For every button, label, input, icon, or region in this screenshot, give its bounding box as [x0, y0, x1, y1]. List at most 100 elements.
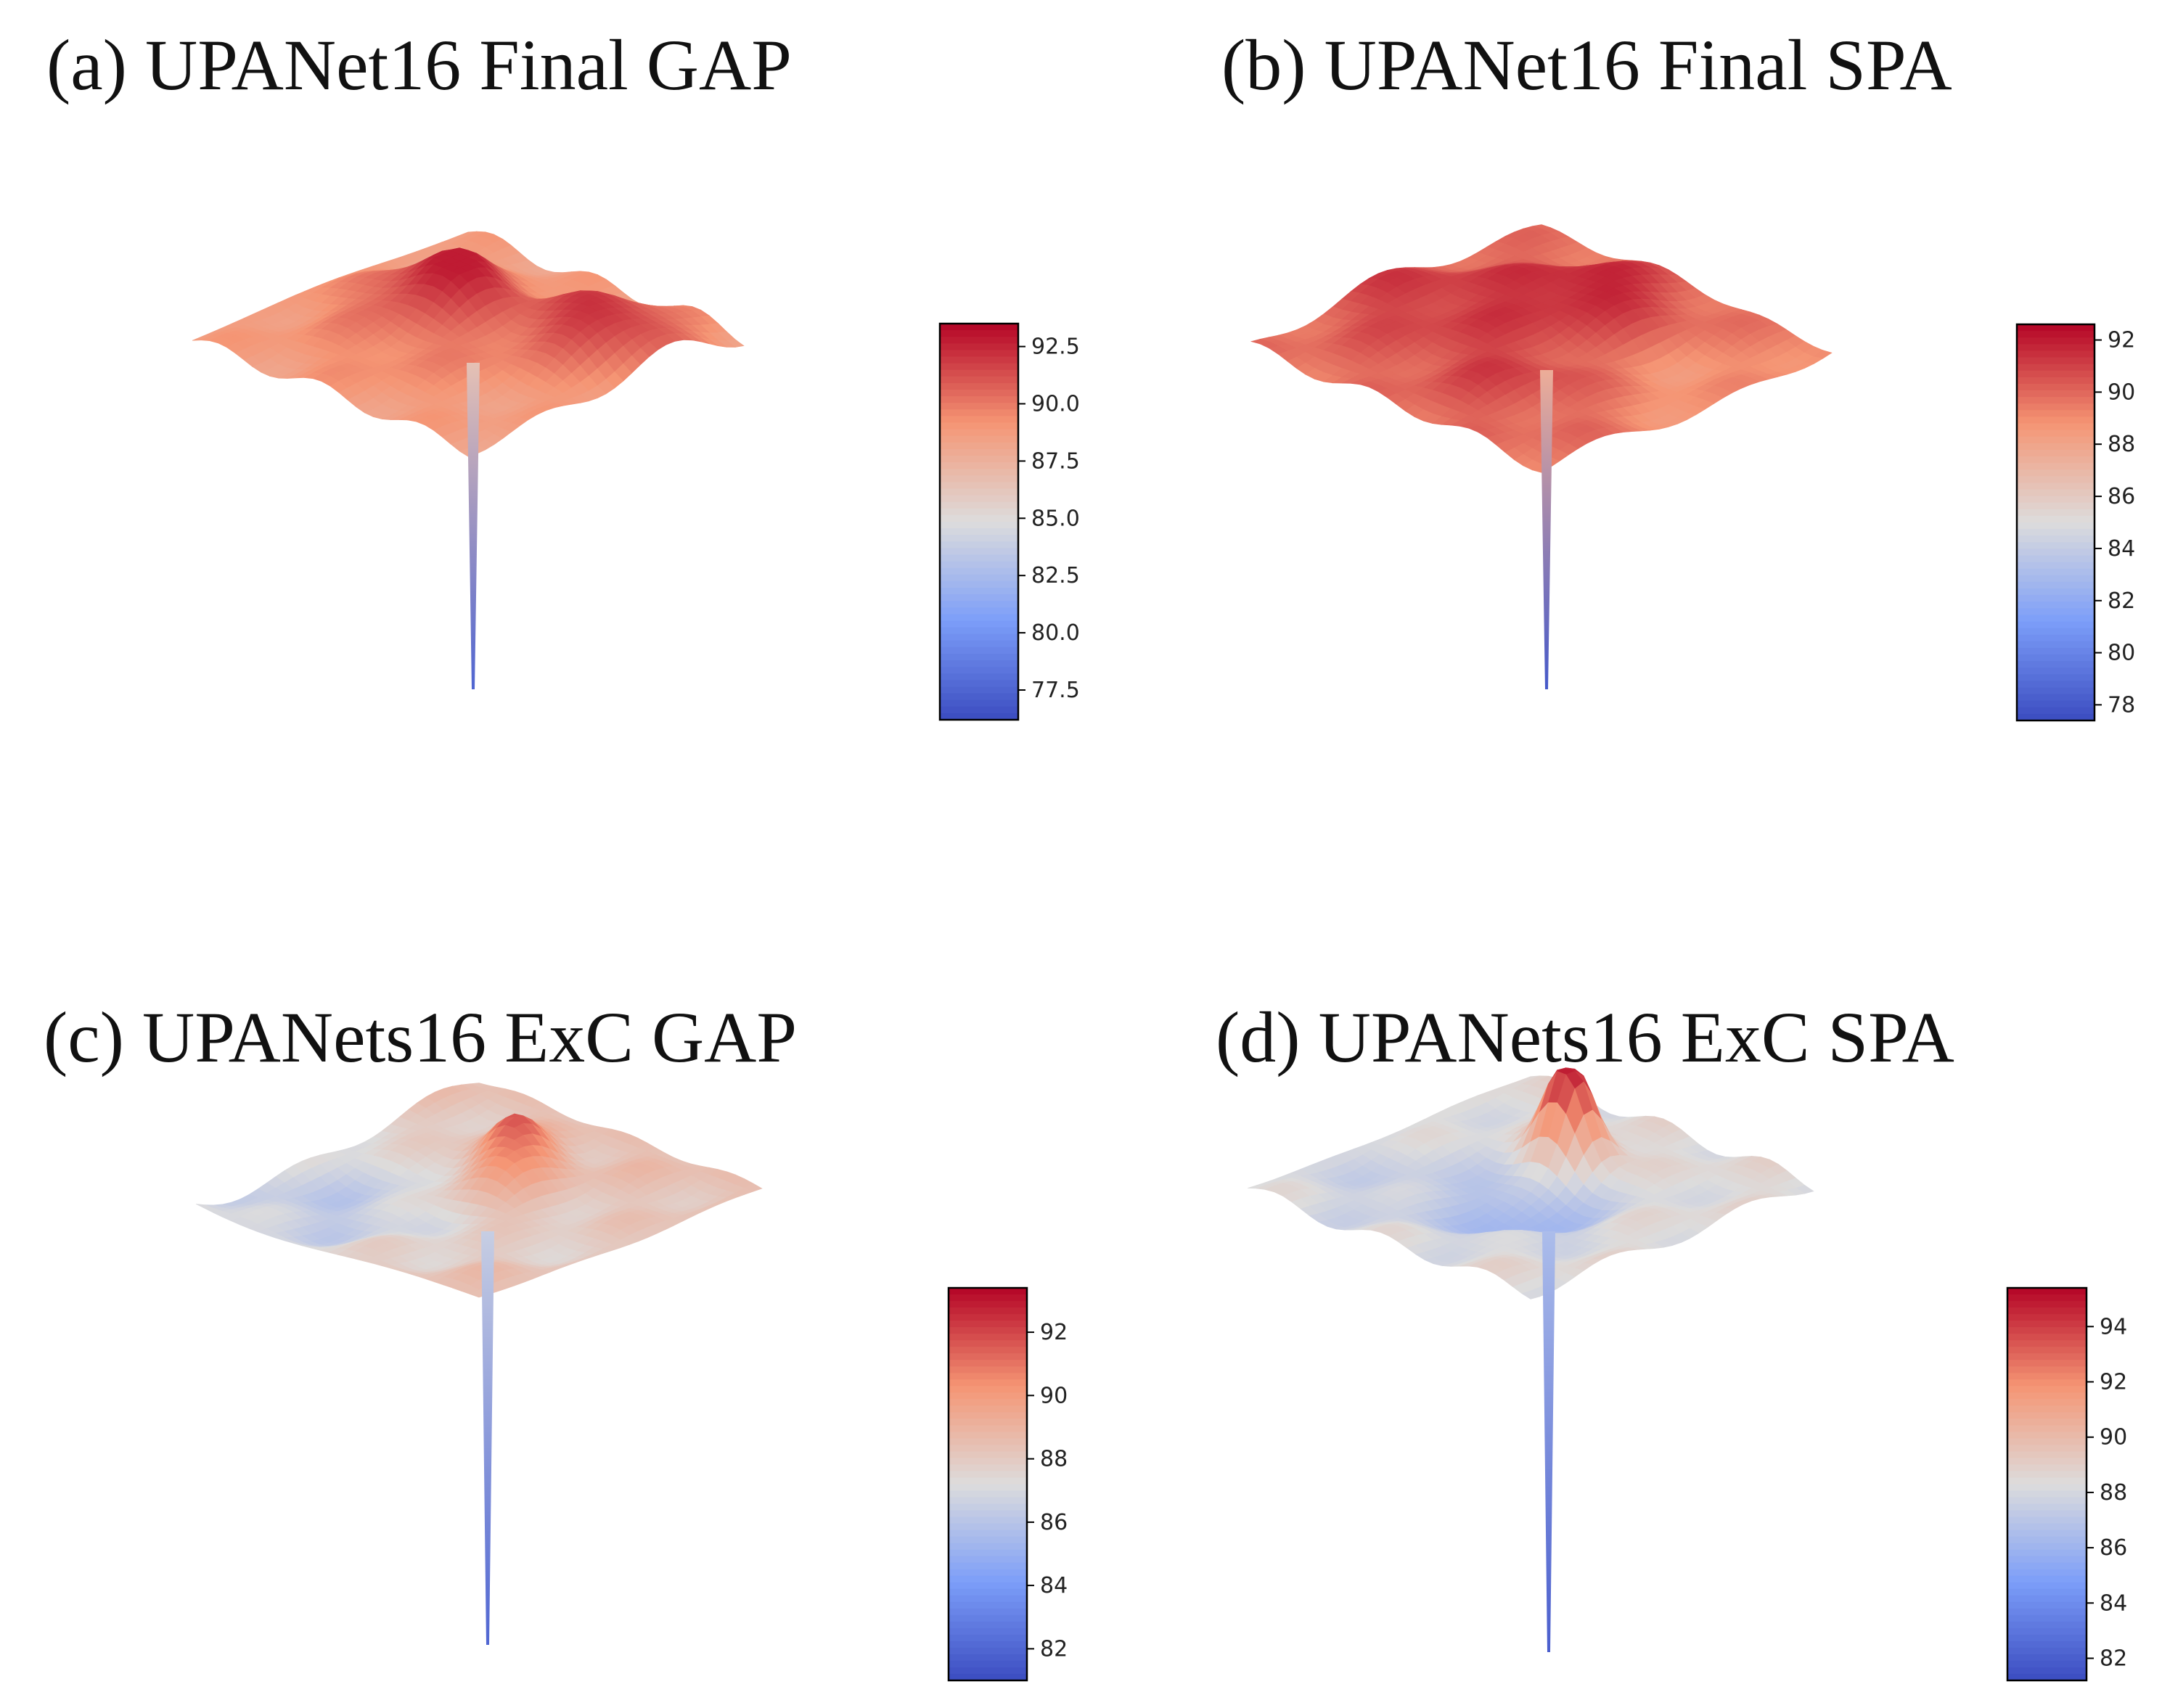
colorbar-segment	[2007, 1634, 2087, 1642]
colorbar-segment	[2017, 535, 2095, 543]
colorbar-segment	[2017, 410, 2095, 418]
surface-plot-b: 78 80 82 84 86 88 90 92	[1250, 224, 2135, 722]
colorbar-tick-label: 92	[2108, 328, 2135, 353]
panel-title: (b) UPANet16 Final SPA	[1221, 25, 1952, 105]
colorbar-segment	[2017, 416, 2095, 424]
colorbar-segment	[940, 673, 1018, 681]
colorbar-segment	[2007, 1392, 2087, 1400]
colorbar-segment	[949, 1445, 1027, 1453]
colorbar-segment	[2007, 1614, 2087, 1622]
colorbar-tick-label: 86	[2108, 484, 2135, 509]
colorbar-segment	[949, 1451, 1027, 1459]
colorbar-segment	[2017, 562, 2095, 570]
surface-mesh	[1250, 224, 1833, 473]
colorbar-segment	[949, 1673, 1027, 1681]
colorbar-segment	[940, 514, 1018, 522]
colorbar-segment	[940, 561, 1018, 569]
colorbar-segment	[949, 1536, 1027, 1544]
colorbar-segment	[940, 488, 1018, 496]
colorbar-frame	[947, 1286, 1028, 1682]
colorbar-segment	[2017, 370, 2095, 378]
colorbar-segment	[949, 1641, 1027, 1649]
colorbar-segment	[940, 435, 1018, 443]
colorbar-segment	[949, 1490, 1027, 1498]
colorbar-segment	[940, 376, 1018, 384]
colorbar-tick-label: 85.0	[1031, 506, 1080, 531]
colorbar-tick-label: 78	[2108, 692, 2135, 718]
colorbar-segment	[949, 1582, 1027, 1590]
colorbar-segment	[2017, 568, 2095, 576]
colorbar-segment	[2007, 1654, 2087, 1662]
colorbar-segment	[949, 1549, 1027, 1557]
colorbar-segment	[2017, 331, 2095, 338]
colorbar-segment	[2007, 1321, 2087, 1328]
colorbar-segment	[949, 1627, 1027, 1635]
colorbar-segment	[940, 541, 1018, 549]
colorbar-segment	[949, 1647, 1027, 1655]
colorbar-segment	[2007, 1340, 2087, 1347]
colorbar-segment	[940, 567, 1018, 575]
colorbar-segment	[2007, 1360, 2087, 1367]
colorbar-segment	[940, 667, 1018, 675]
colorbar-tick-label: 92.5	[1031, 334, 1080, 360]
colorbar-segment	[2017, 383, 2095, 391]
colorbar-frame	[938, 322, 1020, 721]
panel-c: (c) UPANets16 ExC GAP 82 84 86 88 90 92	[0, 854, 1081, 1708]
colorbar-segment	[940, 456, 1018, 463]
colorbar-segment	[2017, 463, 2095, 470]
colorbar-segment	[2007, 1503, 2087, 1511]
colorbar-segment	[949, 1516, 1027, 1524]
colorbar-segment	[940, 660, 1018, 668]
colorbar-segment	[2007, 1334, 2087, 1341]
colorbar-segment	[940, 462, 1018, 469]
colorbar-segment	[2017, 681, 2095, 689]
colorbar-segment	[940, 554, 1018, 562]
colorbar-segment	[2007, 1562, 2087, 1570]
colorbar-tick-label: 84	[1040, 1573, 1068, 1598]
colorbar-segment	[2017, 502, 2095, 510]
colorbar: 77.5 80.0 82.5 85.0 87.5 90.0 92.5	[938, 322, 1080, 721]
colorbar-segment	[949, 1347, 1027, 1354]
colorbar-segment	[2017, 377, 2095, 385]
colorbar-frame	[2015, 323, 2096, 722]
colorbar-segment	[2017, 397, 2095, 404]
colorbar-tick-label: 86	[1040, 1510, 1068, 1535]
surface-minimum-spike	[1540, 370, 1553, 689]
colorbar-tick-label: 88	[2100, 1480, 2127, 1506]
colorbar-segment	[2007, 1497, 2087, 1505]
colorbar-segment	[949, 1294, 1027, 1302]
colorbar-segment	[949, 1307, 1027, 1315]
colorbar-segment	[949, 1353, 1027, 1360]
colorbar-tick-label: 82	[2108, 588, 2135, 614]
colorbar-segment	[940, 607, 1018, 615]
colorbar-segment	[940, 588, 1018, 595]
colorbar-segment	[2017, 390, 2095, 398]
colorbar-segment	[2017, 430, 2095, 438]
colorbar-segment	[940, 396, 1018, 403]
colorbar-segment	[2007, 1667, 2087, 1675]
colorbar-tick-label: 88	[2108, 432, 2135, 457]
colorbar-segment	[2007, 1595, 2087, 1603]
colorbar-segment	[949, 1654, 1027, 1662]
colorbar-segment	[949, 1543, 1027, 1551]
colorbar-segment	[2017, 449, 2095, 457]
colorbar-segment	[940, 356, 1018, 364]
colorbar-segment	[2007, 1621, 2087, 1629]
colorbar-segment	[949, 1634, 1027, 1642]
colorbar-segment	[940, 508, 1018, 516]
colorbar-segment	[940, 646, 1018, 654]
surface-plot-d: 82 84 86 88 90 92 94	[1247, 1067, 2127, 1682]
colorbar-segment	[940, 337, 1018, 345]
colorbar-segment	[940, 416, 1018, 424]
colorbar-tick-label: 92	[1040, 1320, 1068, 1345]
colorbar-segment	[2007, 1516, 2087, 1524]
colorbar-segment	[2007, 1543, 2087, 1551]
colorbar-segment	[2007, 1288, 2087, 1295]
panel-title: (d) UPANets16 ExC SPA	[1216, 997, 1954, 1077]
colorbar-segment	[2007, 1294, 2087, 1302]
colorbar-segment	[940, 382, 1018, 390]
colorbar-tick-label: 86	[2100, 1535, 2127, 1561]
colorbar-segment	[2017, 489, 2095, 497]
colorbar: 82 84 86 88 90 92	[947, 1286, 1068, 1682]
colorbar-segment	[940, 482, 1018, 490]
